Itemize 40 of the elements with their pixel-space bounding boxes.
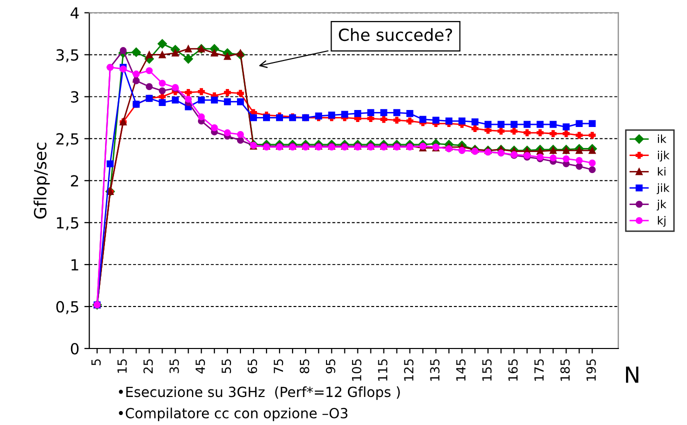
annotation: Che succede? bbox=[338, 28, 452, 42]
legend-label: jk bbox=[656, 200, 666, 210]
x-tick-label: 155 bbox=[482, 359, 492, 381]
text: •Compilatore cc con opzione –O3 bbox=[118, 408, 348, 422]
y-tick-label: 1,5 bbox=[56, 217, 78, 230]
legend-label: jik bbox=[656, 183, 670, 194]
text: •Esecuzione su 3GHz (Perf*=12 Gflops ) bbox=[118, 386, 400, 400]
legend-label: kj bbox=[658, 216, 666, 227]
x-tick-label: 45 bbox=[196, 359, 205, 374]
x-tick-label: 5 bbox=[91, 359, 101, 366]
y-tick-label: 0,5 bbox=[56, 300, 78, 314]
x-tick-label: 75 bbox=[274, 359, 284, 374]
x-tick-label: 175 bbox=[534, 359, 544, 381]
x-tick-label: 85 bbox=[300, 359, 310, 374]
x-tick-label: 55 bbox=[222, 359, 232, 374]
y-tick-label: 0 bbox=[70, 342, 79, 355]
x-tick-label: 15 bbox=[118, 359, 127, 373]
y-tick-label: 2,5 bbox=[56, 133, 78, 146]
x-tick-label: 145 bbox=[456, 359, 466, 381]
legend-label: ik bbox=[658, 134, 666, 143]
x-tick-label: 65 bbox=[248, 359, 258, 374]
x-tick-label: 195 bbox=[586, 359, 596, 381]
x-axis-title: N bbox=[626, 366, 638, 383]
legend-label: ki bbox=[658, 167, 666, 176]
x-tick-label: 115 bbox=[378, 359, 388, 381]
x-tick-label: 165 bbox=[508, 359, 518, 381]
legend-label: ijk bbox=[658, 150, 670, 162]
x-tick-label: 25 bbox=[143, 359, 153, 374]
y-tick-label: 1 bbox=[72, 259, 78, 270]
y-tick-label: 3,5 bbox=[56, 49, 78, 62]
y-tick-label: 2 bbox=[70, 175, 78, 186]
x-tick-label: 125 bbox=[404, 359, 414, 381]
x-tick-label: 185 bbox=[560, 359, 570, 381]
y-axis-title: Gflop/sec bbox=[34, 142, 50, 219]
y-tick-label: 4 bbox=[70, 7, 79, 19]
x-tick-label: 35 bbox=[169, 359, 179, 374]
x-tick-label: 105 bbox=[352, 359, 362, 381]
y-tick-label: 3 bbox=[71, 91, 78, 103]
x-tick-label: 95 bbox=[326, 359, 336, 374]
x-tick-label: 135 bbox=[430, 359, 440, 381]
